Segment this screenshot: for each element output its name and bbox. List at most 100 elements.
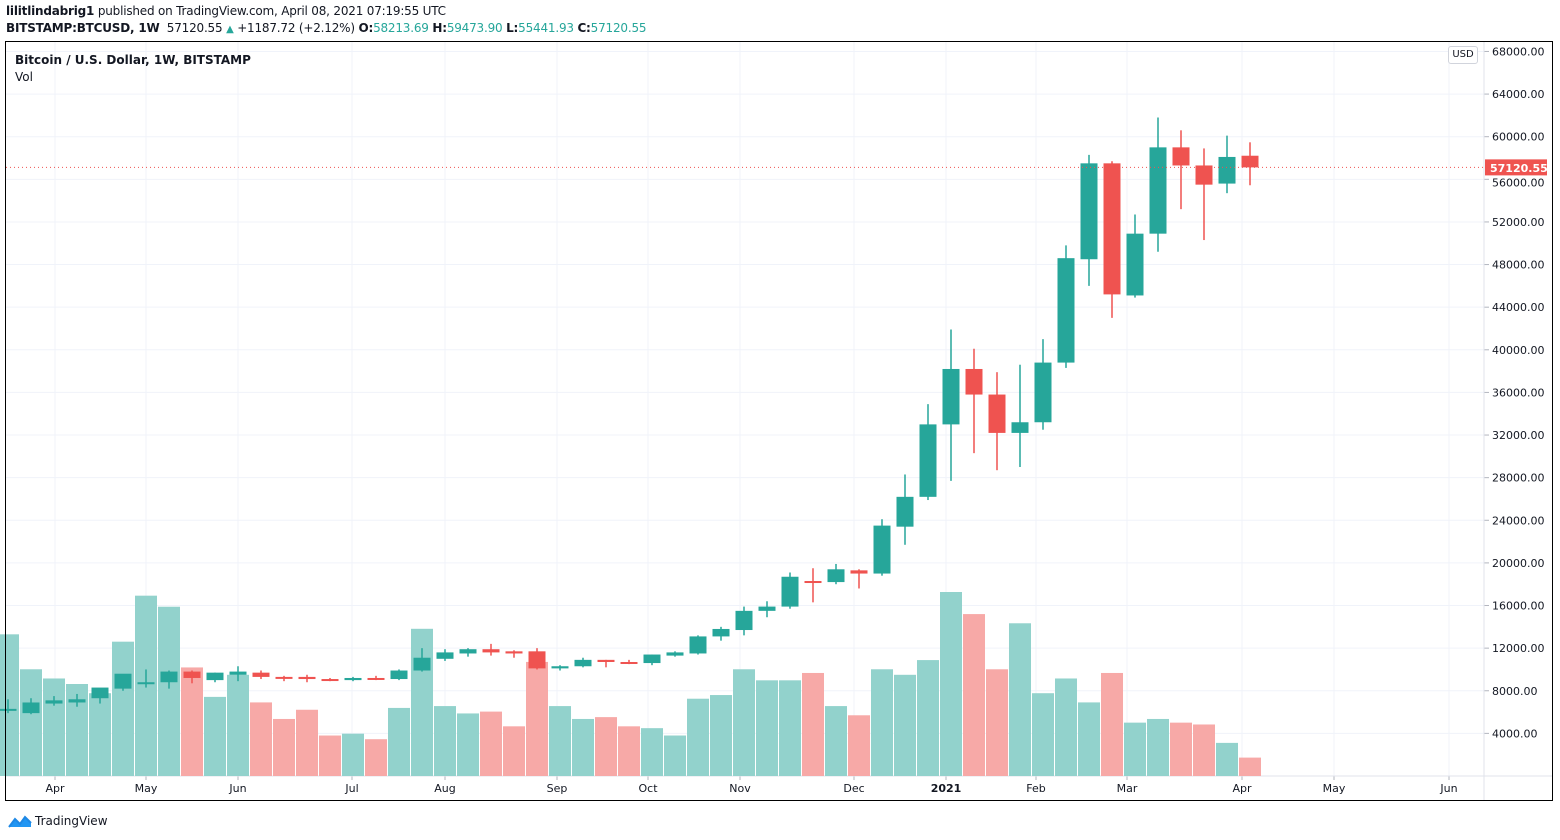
volume-bar-down (802, 672, 824, 776)
y-tick-label: 24000.00 (1492, 514, 1545, 527)
series-legend-title[interactable]: Bitcoin / U.S. Dollar, 1W, BITSTAMP (15, 53, 251, 67)
x-tick-label: Mar (1117, 782, 1138, 795)
y-tick-label: 20000.00 (1492, 557, 1545, 570)
volume-bar-down (1101, 672, 1123, 776)
last-price-label: 57120.55 (1490, 162, 1548, 175)
candle-body-down (252, 672, 270, 677)
x-tick-label: Oct (638, 782, 658, 795)
volume-legend[interactable]: Vol (15, 70, 33, 84)
volume-bar-up (89, 693, 111, 776)
volume-bar-up (0, 634, 19, 776)
candle-body-up (666, 652, 684, 656)
volume-bar-up (641, 728, 663, 776)
x-tick-label: Nov (729, 782, 751, 795)
candle-body-up (643, 654, 661, 664)
x-tick-label: Feb (1026, 782, 1045, 795)
volume-bar-down (848, 715, 870, 776)
volume-bar-up (779, 680, 801, 776)
volume-bar-up (1078, 702, 1100, 776)
y-tick-label: 16000.00 (1492, 600, 1545, 613)
footer-brand: TradingView (8, 814, 108, 828)
candle-body-up (712, 628, 730, 637)
currency-button[interactable]: USD (1448, 46, 1478, 64)
x-tick-label: Jul (344, 782, 358, 795)
volume-bar-up (572, 718, 594, 776)
candle-body-up (781, 576, 799, 607)
candle-body-up (206, 672, 224, 681)
candle-body-down (804, 581, 822, 584)
candle-body-down (850, 570, 868, 574)
low-label: L: (506, 21, 519, 35)
candle-body-down (482, 649, 500, 653)
candle-body-up (551, 666, 569, 669)
candle-body-down (321, 679, 339, 682)
candle-body-up (1057, 258, 1075, 363)
candle-body-up (1149, 147, 1167, 234)
candle-body-up (137, 682, 155, 685)
volume-bar-up (342, 733, 364, 776)
volume-bar-up (710, 695, 732, 776)
candle-body-up (1218, 156, 1236, 184)
volume-bar-up (1124, 722, 1146, 776)
volume-bar-up (687, 698, 709, 776)
candle-body-up (91, 687, 109, 699)
x-tick-label: Jun (1439, 782, 1457, 795)
candle-body-down (275, 676, 293, 679)
candle-body-up (574, 659, 592, 667)
volume-bar-up (20, 669, 42, 776)
volume-bar-down (365, 739, 387, 776)
published-text: published on TradingView.com, April 08, … (97, 4, 446, 18)
x-tick-label: Aug (434, 782, 455, 795)
volume-bar-down (181, 667, 203, 776)
candle-body-up (919, 424, 937, 497)
y-tick-label: 56000.00 (1492, 176, 1545, 189)
open-value: 58213.69 (373, 21, 429, 35)
volume-bar-up (1216, 742, 1238, 776)
y-tick-label: 68000.00 (1492, 45, 1545, 58)
candle-body-down (620, 661, 638, 664)
x-tick-label: Apr (45, 782, 65, 795)
symbol-name: BITSTAMP:BTCUSD, 1W (6, 21, 160, 35)
volume-bar-down (480, 711, 502, 776)
volume-bar-up (1055, 678, 1077, 776)
low-value: 55441.93 (518, 21, 574, 35)
candle-body-up (68, 699, 86, 703)
volume-bar-up (434, 706, 456, 776)
candle-body-up (344, 677, 362, 681)
high-label: H: (432, 21, 447, 35)
y-tick-label: 4000.00 (1492, 727, 1538, 740)
symbol-info: BITSTAMP:BTCUSD, 1W 57120.55 ▲ +1187.72 … (6, 21, 647, 35)
y-tick-label: 44000.00 (1492, 301, 1545, 314)
tradingview-brand[interactable]: TradingView (35, 814, 108, 828)
candle-body-up (229, 671, 247, 675)
candle-body-up (45, 700, 63, 704)
last-price-badge (1485, 159, 1547, 176)
candle-body-down (965, 368, 983, 395)
x-tick-label: Sep (547, 782, 568, 795)
y-tick-label: 64000.00 (1492, 88, 1545, 101)
x-tick-label: Jun (228, 782, 246, 795)
x-tick-label: 2021 (931, 782, 962, 795)
volume-bar-down (250, 702, 272, 776)
candle-body-down (988, 394, 1006, 433)
volume-bar-up (1147, 718, 1169, 776)
last-price: 57120.55 (166, 21, 223, 35)
author-name[interactable]: lilitlindabrig1 (6, 4, 95, 18)
candle-body-down (367, 677, 385, 680)
y-tick-label: 28000.00 (1492, 472, 1545, 485)
volume-bar-up (894, 674, 916, 776)
volume-bar-down (296, 709, 318, 776)
volume-bar-down (319, 735, 341, 776)
volume-bar-down (1193, 724, 1215, 776)
candle-body-up (114, 673, 132, 689)
volume-bar-up (1009, 623, 1031, 776)
volume-bar-up (204, 696, 226, 776)
candle-body-down (1172, 147, 1190, 166)
volume-bar-down (986, 669, 1008, 776)
volume-bar-up (756, 680, 778, 776)
candle-body-up (827, 569, 845, 583)
chart-frame (5, 41, 1553, 801)
candle-body-up (1034, 362, 1052, 423)
y-tick-label: 48000.00 (1492, 259, 1545, 272)
